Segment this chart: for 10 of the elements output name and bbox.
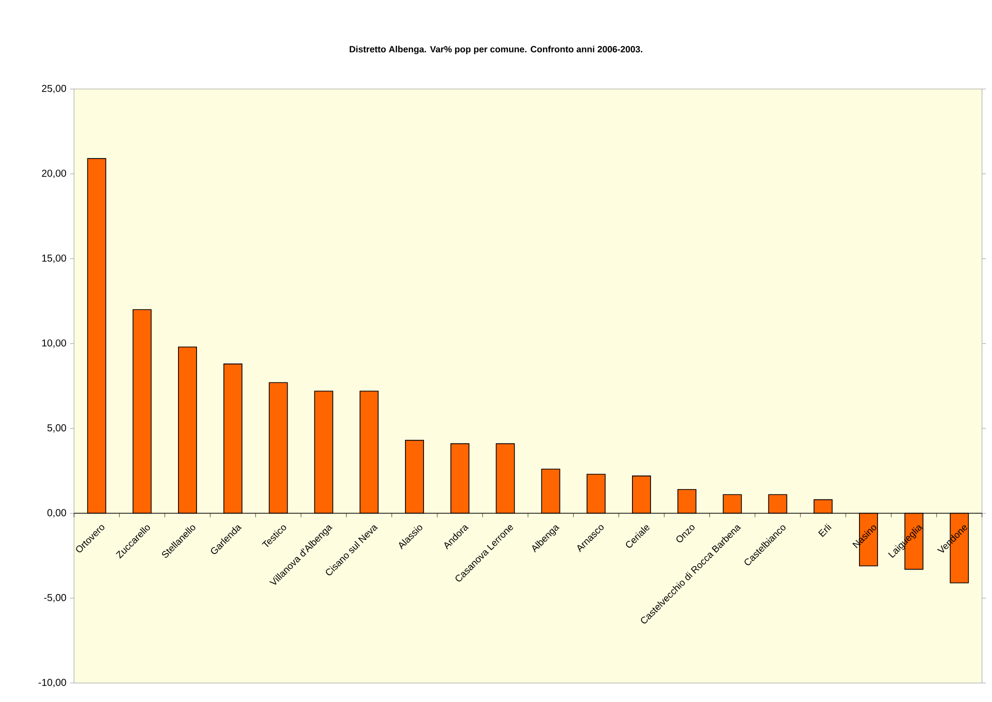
y-tick-label: 10,00 [42, 339, 66, 348]
x-tick-label: Erli [818, 523, 832, 538]
y-tick-label: 20,00 [42, 170, 66, 178]
y-tick-label: -10,00 [38, 678, 66, 688]
y-tick-label: -5,00 [44, 594, 66, 602]
y-tick-label: 0,00 [47, 509, 66, 518]
y-tick-label: 15,00 [42, 254, 66, 263]
chart-title: Distretto Albenga. Var% pop per comune. Confronto anni 2006-2003. [350, 46, 642, 54]
y-tick-label: 5,00 [47, 424, 66, 433]
y-tick-label: 25,00 [42, 84, 66, 94]
